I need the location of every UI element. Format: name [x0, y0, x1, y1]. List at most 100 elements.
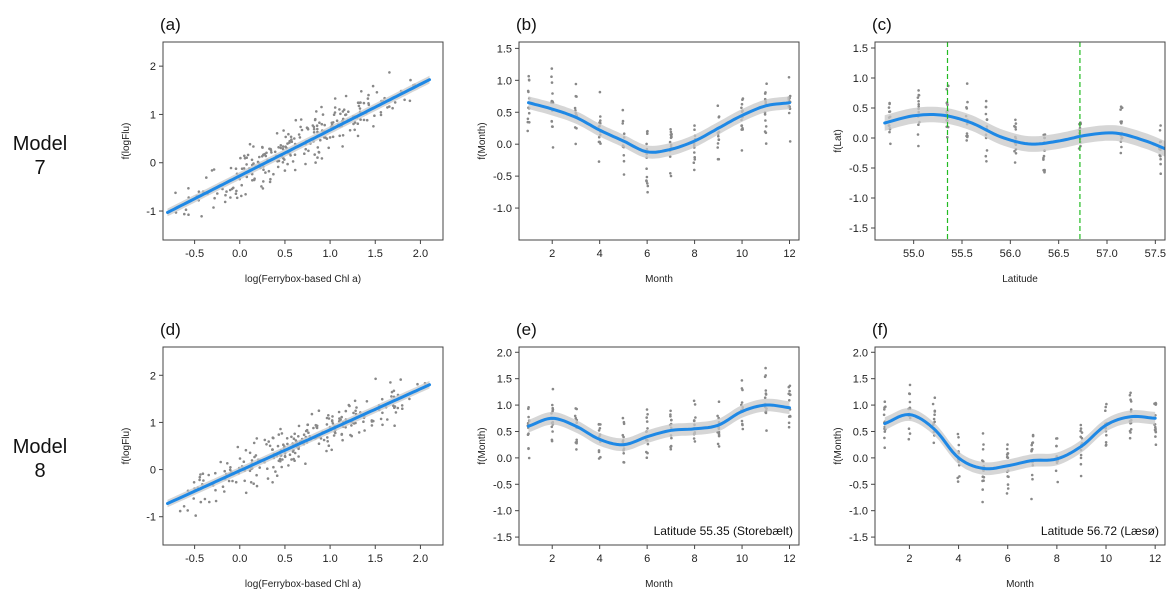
data-point	[621, 122, 624, 125]
data-point	[304, 147, 308, 151]
plot-area-c	[883, 42, 1165, 240]
data-point	[1006, 456, 1010, 460]
data-point	[381, 411, 384, 415]
x-tick-label: 1.0	[322, 248, 337, 260]
data-point	[265, 443, 268, 446]
data-point	[298, 136, 302, 139]
row-label-line1: Model	[12, 133, 68, 155]
data-point	[574, 94, 578, 98]
data-point	[574, 416, 578, 420]
data-point	[741, 126, 744, 130]
data-point	[255, 484, 259, 488]
data-point	[255, 473, 258, 477]
data-point	[275, 132, 279, 135]
data-point	[550, 125, 554, 128]
data-point	[598, 90, 602, 94]
data-point	[270, 151, 273, 154]
data-point	[354, 409, 357, 413]
row-label-model-8: Model 8	[0, 435, 80, 483]
data-point	[249, 481, 253, 484]
data-point	[338, 108, 341, 111]
data-point	[598, 427, 602, 430]
data-point	[1159, 172, 1162, 175]
data-point	[347, 110, 350, 113]
scatter-points-e	[526, 366, 792, 464]
data-point	[646, 184, 650, 188]
data-point	[573, 126, 577, 129]
data-point	[908, 400, 912, 404]
y-tick-label: -1.0	[493, 506, 512, 518]
data-point	[551, 430, 554, 433]
data-point	[932, 417, 936, 421]
data-point	[392, 389, 396, 393]
y-tick-label: -1.0	[849, 506, 868, 518]
data-point	[1042, 154, 1046, 158]
data-point	[1005, 492, 1009, 495]
data-point	[888, 130, 891, 134]
data-point	[203, 497, 207, 501]
data-point	[1154, 435, 1157, 438]
data-point	[716, 142, 720, 145]
data-point	[201, 472, 205, 476]
data-point	[526, 117, 530, 121]
data-point	[982, 443, 985, 446]
data-point	[763, 396, 767, 400]
data-point	[365, 118, 369, 122]
data-point	[192, 481, 196, 484]
x-tick-label: 2.0	[413, 553, 428, 565]
data-point	[1055, 437, 1058, 440]
data-point	[645, 142, 648, 146]
data-point	[290, 138, 293, 141]
data-point	[788, 393, 792, 396]
data-point	[279, 144, 283, 147]
data-point	[889, 142, 892, 146]
data-point	[355, 406, 358, 409]
data-point	[597, 449, 601, 452]
panel-label: (d)	[160, 320, 181, 339]
y-axis-label: f(Month)	[477, 122, 488, 159]
data-point	[312, 131, 316, 134]
data-point	[297, 133, 301, 136]
data-point	[1105, 402, 1108, 406]
data-point	[288, 453, 292, 457]
data-point	[1159, 154, 1162, 158]
data-point	[319, 138, 322, 142]
data-point	[297, 455, 300, 458]
data-point	[1014, 128, 1018, 131]
data-point	[645, 408, 649, 411]
x-tick-label: 12	[783, 553, 795, 565]
scatter-points-d	[178, 377, 427, 517]
data-point	[645, 167, 648, 170]
data-point	[264, 171, 267, 174]
data-point	[1079, 456, 1083, 460]
data-point	[670, 436, 673, 440]
y-tick-label: 1.5	[853, 43, 868, 55]
data-point	[242, 460, 246, 464]
data-point	[293, 451, 297, 455]
data-point	[356, 134, 360, 138]
data-point	[527, 74, 530, 78]
data-point	[668, 140, 672, 144]
data-point	[228, 188, 232, 192]
data-point	[984, 99, 988, 103]
data-point	[390, 390, 394, 394]
data-point	[393, 405, 397, 408]
data-point	[1154, 443, 1158, 447]
panel-d: -0.5 0.0 0.5 1.0 1.5 2.0 -1 0 1 2 log(Ferrybox-bas…	[121, 320, 444, 590]
data-point	[599, 119, 602, 122]
data-point	[917, 105, 920, 108]
data-point	[982, 479, 985, 483]
data-point	[253, 177, 256, 180]
data-point	[787, 111, 791, 115]
data-point	[646, 442, 650, 446]
data-point	[281, 458, 284, 461]
data-point	[258, 466, 262, 469]
data-point	[764, 366, 767, 370]
data-point	[669, 445, 673, 448]
smooth-line	[527, 101, 791, 154]
panel-label: (a)	[160, 15, 181, 34]
data-point	[243, 154, 246, 158]
data-point	[178, 509, 182, 513]
x-axis-label: log(Ferrybox-based Chl a)	[245, 274, 361, 285]
data-point	[693, 128, 696, 131]
